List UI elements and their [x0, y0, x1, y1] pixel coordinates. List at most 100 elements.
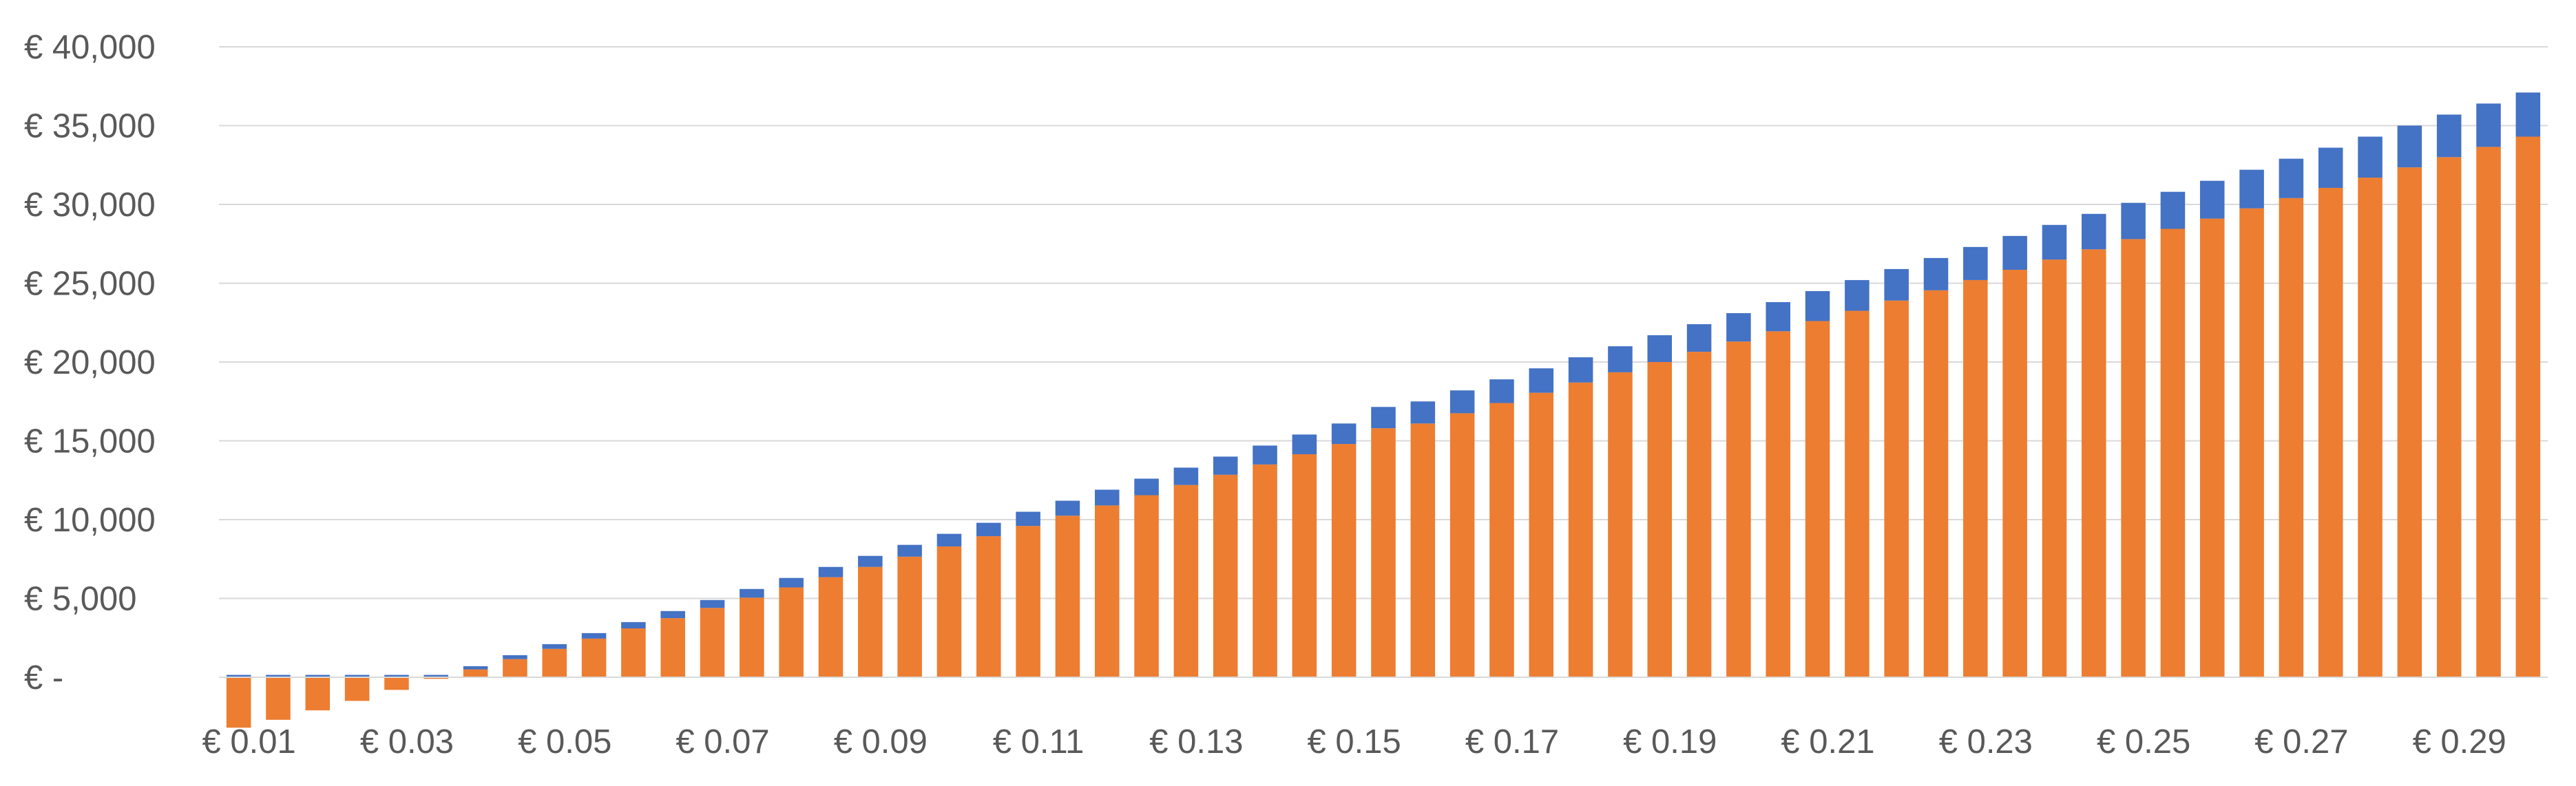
bar-series-2 — [1963, 246, 1988, 280]
bar-series-2 — [1292, 434, 1317, 454]
y-tick-label: € 30,000 — [24, 187, 156, 224]
bar-series-2 — [2002, 235, 2027, 270]
bar-series-2 — [1213, 456, 1238, 475]
x-tick-label: € 0.21 — [1781, 723, 1874, 761]
bar-series-1 — [2082, 249, 2106, 677]
y-tick-label: € 35,000 — [24, 108, 156, 145]
x-tick-label: € 0.29 — [2413, 723, 2506, 761]
bar-series-2 — [818, 566, 844, 577]
x-tick-label: € 0.05 — [518, 723, 611, 761]
bar-series-1 — [2515, 136, 2541, 677]
bar-series-2 — [2358, 136, 2383, 178]
bar-series-2 — [1410, 401, 1436, 424]
bar-series-2 — [503, 655, 527, 659]
bar-series-1 — [2476, 147, 2501, 678]
y-tick-label: € 10,000 — [24, 502, 156, 539]
x-tick-label: € 0.09 — [834, 723, 928, 761]
bar-series-2 — [2239, 169, 2264, 209]
x-tick-label: € 0.15 — [1308, 723, 1401, 761]
bar-series-2 — [581, 633, 607, 639]
bar-series-2 — [1845, 279, 1870, 311]
bar-series-1 — [2239, 208, 2264, 678]
bar-series-2 — [1489, 379, 1514, 403]
bar-series-2 — [897, 544, 922, 557]
bar-series-1 — [740, 597, 764, 677]
bar-series-2 — [1331, 423, 1357, 445]
bar-series-1 — [1608, 372, 1633, 677]
bar-series-1 — [700, 608, 725, 677]
bar-series-1 — [2002, 270, 2027, 677]
bar-series-2 — [1253, 445, 1277, 465]
y-tick-label: € 25,000 — [24, 266, 156, 303]
bar-series-2 — [858, 555, 883, 567]
bar-series-2 — [542, 644, 567, 649]
bar-series-2 — [1923, 257, 1949, 290]
bar-series-2 — [423, 675, 449, 677]
bar-series-1 — [1410, 423, 1436, 677]
bar-series-1 — [226, 677, 251, 728]
bar-series-1 — [858, 566, 883, 677]
bar-series-2 — [1805, 290, 1830, 321]
bar-series-2 — [226, 675, 251, 677]
bar-series-2 — [2279, 158, 2304, 198]
bar-series-1 — [976, 536, 1001, 677]
bar-series-2 — [2318, 147, 2343, 188]
bar-series-2 — [1608, 346, 1633, 372]
bar-series-1 — [1253, 464, 1277, 677]
bar-series-1 — [1055, 516, 1080, 677]
bar-series-2 — [1016, 511, 1040, 527]
bar-series-1 — [1489, 403, 1514, 677]
bar-series-2 — [384, 675, 409, 677]
bar-series-1 — [1016, 526, 1040, 677]
bar-series-1 — [2397, 167, 2422, 677]
bar-series-1 — [423, 677, 449, 679]
x-tick-label: € 0.23 — [1939, 723, 2033, 761]
bar-series-2 — [740, 588, 764, 598]
x-tick-label: € 0.25 — [2097, 723, 2190, 761]
bar-series-1 — [2160, 229, 2186, 677]
bar-series-1 — [1766, 331, 1790, 677]
bar-series-2 — [1726, 313, 1751, 342]
bar-series-2 — [2121, 202, 2146, 240]
x-tick-label: € 0.13 — [1149, 723, 1243, 761]
bar-series-2 — [2476, 103, 2501, 147]
y-tick-label: € 20,000 — [24, 344, 156, 381]
bar-series-1 — [1292, 454, 1317, 677]
bar-series-1 — [1568, 382, 1593, 677]
x-tick-label: € 0.17 — [1465, 723, 1559, 761]
y-tick-label: € 5,000 — [24, 581, 137, 618]
bar-series-1 — [266, 677, 291, 720]
bars — [226, 92, 2541, 728]
bar-series-2 — [700, 599, 725, 608]
bar-series-2 — [2397, 125, 2422, 168]
bar-series-1 — [1726, 341, 1751, 677]
x-tick-label: € 0.11 — [993, 723, 1085, 761]
bar-series-1 — [660, 618, 685, 677]
bar-series-2 — [1094, 489, 1120, 506]
bar-series-2 — [2160, 191, 2186, 229]
bar-series-1 — [2279, 198, 2304, 678]
bar-series-1 — [1331, 444, 1357, 677]
x-tick-label: € 0.01 — [202, 723, 296, 761]
bar-series-1 — [1923, 290, 1949, 677]
bar-series-1 — [384, 677, 409, 690]
bar-series-1 — [1213, 474, 1238, 677]
bar-series-2 — [936, 533, 962, 546]
bar-series-2 — [1134, 478, 1159, 496]
bar-series-1 — [344, 677, 370, 701]
bar-series-1 — [1686, 352, 1712, 677]
bar-series-2 — [2042, 224, 2067, 260]
x-tick-label: € 0.19 — [1623, 723, 1717, 761]
bar-series-2 — [779, 577, 804, 588]
x-tick-label: € 0.27 — [2254, 723, 2348, 761]
bar-series-2 — [344, 675, 370, 677]
tick-labels: € - € 5,000 € 10,000 € 15,000 € 20,000 € 25,0… — [24, 29, 2506, 761]
y-tick-label: € - — [24, 659, 63, 697]
bar-series-2 — [1884, 268, 1909, 301]
bar-series-1 — [936, 546, 962, 677]
bar-series-1 — [2318, 187, 2343, 678]
bar-series-1 — [1173, 485, 1199, 677]
bar-series-2 — [1055, 500, 1080, 516]
y-tick-label: € 15,000 — [24, 423, 156, 460]
bar-series-1 — [1449, 413, 1475, 677]
